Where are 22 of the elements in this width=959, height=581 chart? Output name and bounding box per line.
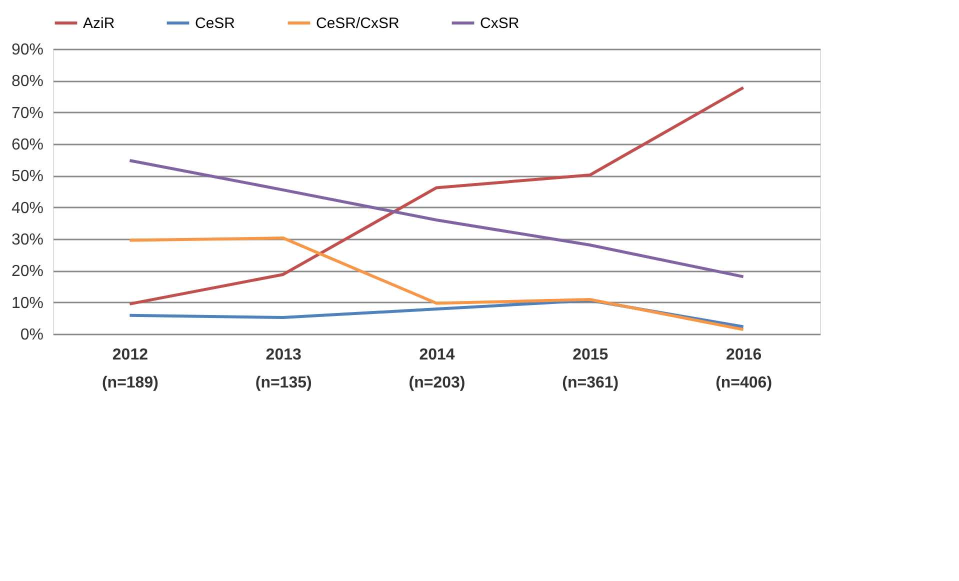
line-series <box>128 158 745 278</box>
line-series <box>128 236 745 332</box>
x-tick-label: 2015 (n=361) <box>562 346 619 392</box>
y-tick-label: 60% <box>11 136 44 154</box>
legend-label: CeSR/CxSR <box>316 15 400 32</box>
y-tick-label: 80% <box>11 73 44 90</box>
y-tick-label: 10% <box>11 294 44 312</box>
y-tick-label: 40% <box>11 200 44 217</box>
x-tick-label: 2016 (n=406) <box>716 346 772 392</box>
y-tick-label: 0% <box>20 326 44 344</box>
x-tick-label: 2014 (n=203) <box>408 346 466 392</box>
x-tick-label: 2013 (n=135) <box>255 346 312 392</box>
legend-label: AziR <box>83 15 115 32</box>
y-tick-label: 30% <box>11 232 44 248</box>
x-tick-label: 2012 (n=189) <box>102 346 158 392</box>
y-tick-label: 20% <box>11 263 44 280</box>
line-series <box>128 86 745 306</box>
y-tick-label: 70% <box>11 104 44 122</box>
y-tick-label: 50% <box>11 168 44 186</box>
legend-label: CxSR <box>480 15 520 32</box>
y-tick-label: 90% <box>11 42 44 58</box>
legend-label: CeSR <box>195 15 236 32</box>
